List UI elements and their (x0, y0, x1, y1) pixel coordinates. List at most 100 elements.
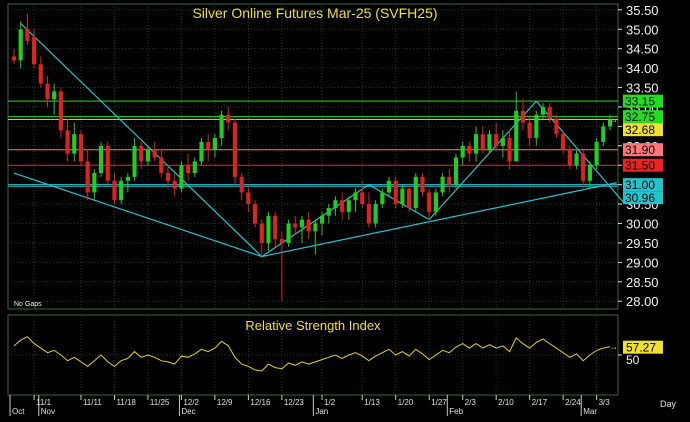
candle-body (159, 157, 164, 174)
level-label-box (623, 110, 663, 124)
candle-body (38, 64, 43, 84)
price-y-tick-label: 35.50 (626, 3, 659, 18)
x-tick-label: 1/20 (398, 398, 414, 407)
candle-body (534, 114, 539, 139)
x-tick-label: 2/17 (532, 398, 548, 407)
candle-body (132, 145, 137, 177)
candle-body (32, 37, 37, 65)
candle-body (98, 145, 104, 174)
price-y-tick-label: 29.00 (626, 255, 659, 270)
candle-body (232, 122, 238, 177)
month-label: Feb (449, 407, 463, 416)
candle-body (279, 239, 284, 243)
candle-body (266, 215, 271, 243)
x-tick-label: 11/18 (116, 398, 136, 407)
candle-body (587, 165, 592, 181)
candle-body (400, 188, 405, 205)
x-tick-label: 11/1 (36, 398, 52, 407)
level-label: 30.96 (625, 191, 655, 205)
x-tick-label: 1/13 (364, 398, 380, 407)
candle-body (125, 176, 130, 181)
last-price-arrow-icon: → (609, 114, 618, 124)
x-tick-label: 12/16 (250, 398, 271, 407)
x-tick-label: 11/11 (83, 398, 102, 407)
candle-body (78, 134, 84, 162)
level-label-box (623, 123, 663, 137)
candle-body (313, 223, 318, 232)
candle-body (299, 219, 305, 228)
level-label-box (623, 94, 663, 108)
candle-body (360, 192, 365, 205)
x-unit-label: Day (660, 399, 677, 409)
level-label: 32.68 (625, 123, 655, 137)
candle-body (145, 149, 151, 162)
level-label-box (623, 158, 663, 172)
candle-body (273, 215, 278, 240)
candle-body (119, 180, 124, 201)
candle-body (333, 200, 338, 208)
candle-body (386, 180, 392, 193)
candle-body (152, 149, 157, 158)
rsi-y-tick-label: 50 (626, 353, 640, 367)
rsi-title: Relative Strength Index (245, 318, 381, 333)
candle-body (58, 91, 63, 131)
price-panel-frame (7, 3, 619, 310)
price-y-tick-label: 34.00 (626, 61, 659, 76)
level-label: 31.90 (625, 143, 655, 157)
month-label: Dec (181, 407, 195, 416)
x-tick-label: 2/3 (465, 398, 477, 407)
level-label: 31.50 (625, 159, 655, 173)
candle-body (561, 134, 566, 150)
level-label: 33.15 (625, 95, 655, 109)
candle-body (239, 176, 244, 193)
candle-body (594, 141, 599, 166)
candle-body (199, 141, 204, 162)
candle-body (514, 110, 519, 162)
candle-body (259, 223, 264, 243)
candle-body (306, 219, 311, 232)
candle-body (246, 192, 251, 205)
price-y-tick-label: 30.00 (626, 217, 659, 232)
candle-body (212, 138, 217, 150)
candle-body (413, 176, 418, 208)
trendline (428, 100, 537, 221)
level-label-box (623, 178, 663, 192)
candle-body (520, 110, 526, 123)
price-y-tick-label: 33.50 (626, 81, 659, 96)
candle-body (293, 223, 298, 228)
candle-body (440, 176, 445, 193)
candle-body (373, 204, 378, 224)
candle-body (507, 138, 512, 162)
candle-body (52, 91, 57, 100)
candle-body (567, 149, 572, 166)
candle-body (340, 200, 345, 212)
candle-body (407, 188, 412, 208)
candle-body (326, 207, 331, 216)
candle-body (467, 145, 472, 154)
trendline (13, 172, 262, 258)
candle-body (601, 126, 606, 142)
x-tick-label: 12/2 (183, 398, 199, 407)
level-label-box (623, 143, 663, 157)
month-label: Jan (315, 407, 328, 416)
candle-body (11, 56, 17, 61)
candle-body (380, 192, 385, 205)
candle-body (286, 223, 291, 243)
candle-body (581, 153, 586, 181)
candle-body (219, 114, 224, 139)
candle-body (494, 134, 499, 146)
candle-body (319, 215, 325, 224)
candle-body (226, 114, 231, 123)
chart-title: Silver Online Futures Mar-25 (SVFH25) (192, 5, 437, 21)
candle-body (447, 176, 452, 185)
level-label-box (623, 191, 663, 205)
candle-body (480, 134, 485, 150)
x-tick-label: 1/27 (431, 398, 447, 407)
candle-body (92, 173, 97, 193)
candle-body (500, 138, 505, 146)
candle-body (253, 204, 258, 224)
candle-body (547, 106, 552, 119)
price-y-tick-label: 34.50 (626, 42, 659, 57)
